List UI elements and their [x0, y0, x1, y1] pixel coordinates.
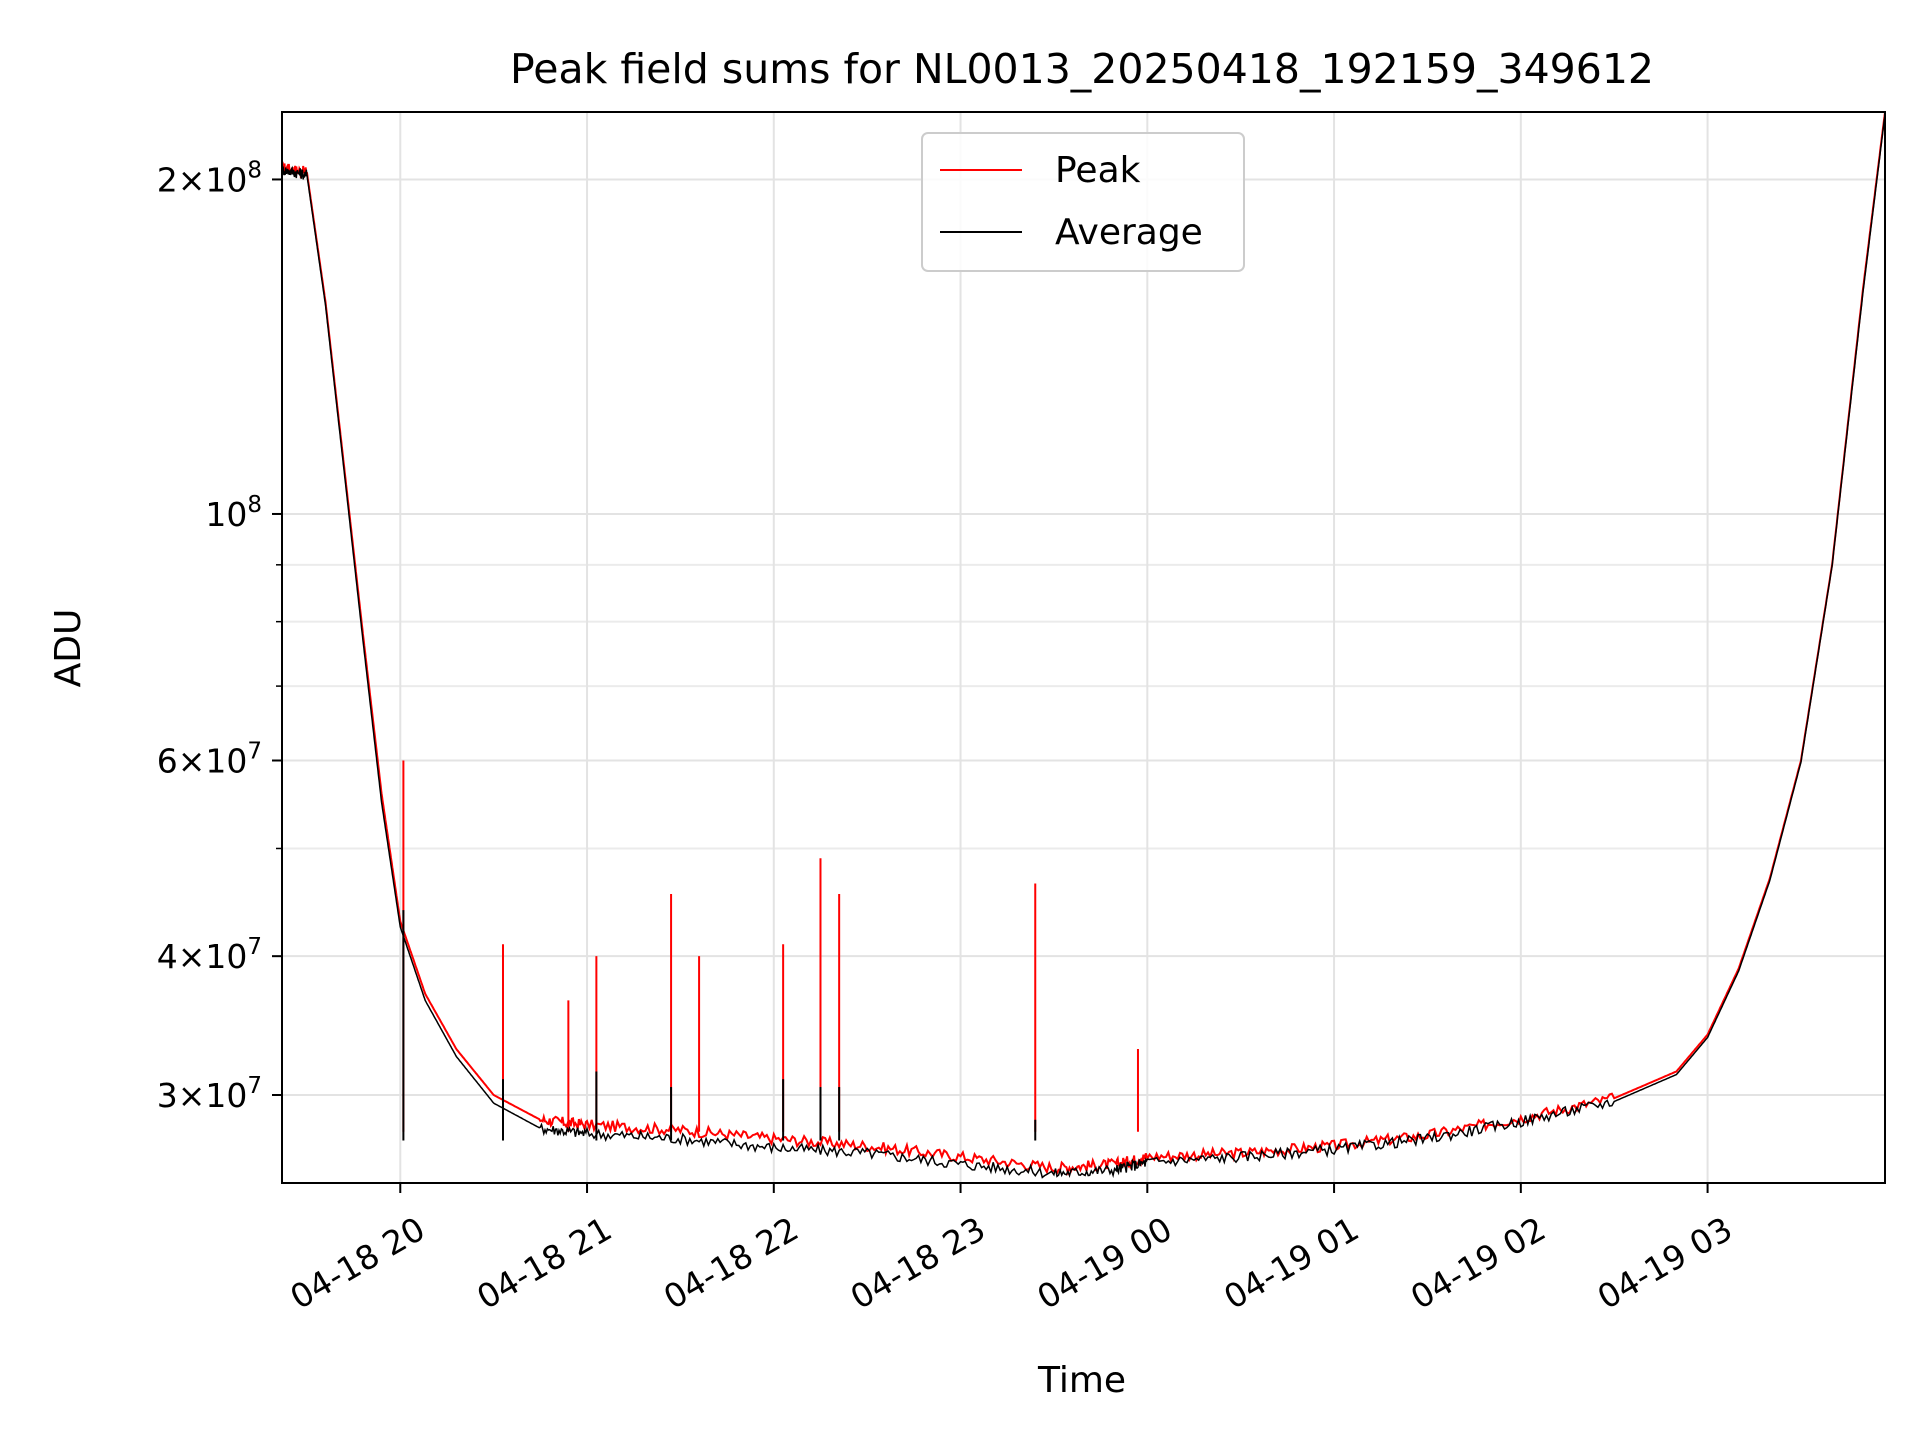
y-tick-label-3: 4×107: [157, 934, 262, 976]
series-line-average: [281, 114, 1886, 1179]
legend-label-peak: Peak: [1055, 150, 1141, 191]
y-tick-label-2: 6×107: [157, 738, 262, 780]
y-tick-label-4: 3×107: [157, 1073, 262, 1115]
grid-lines: [282, 112, 1885, 1183]
legend-label-average: Average: [1055, 212, 1203, 253]
plot-frame: [281, 111, 1886, 1184]
chart-title: Peak field sums for NL0013_20250418_1921…: [510, 45, 1654, 93]
legend: Peak Average: [921, 132, 1245, 272]
series-average: [281, 114, 1886, 1179]
y-tick-label-1: 108: [205, 492, 262, 534]
series-layer: [281, 111, 1886, 1179]
x-axis-label: Time: [1037, 1360, 1126, 1401]
y-tick-label-0: 2×108: [157, 157, 262, 199]
y-axis-label: ADU: [48, 609, 89, 688]
legend-box: [921, 132, 1245, 272]
